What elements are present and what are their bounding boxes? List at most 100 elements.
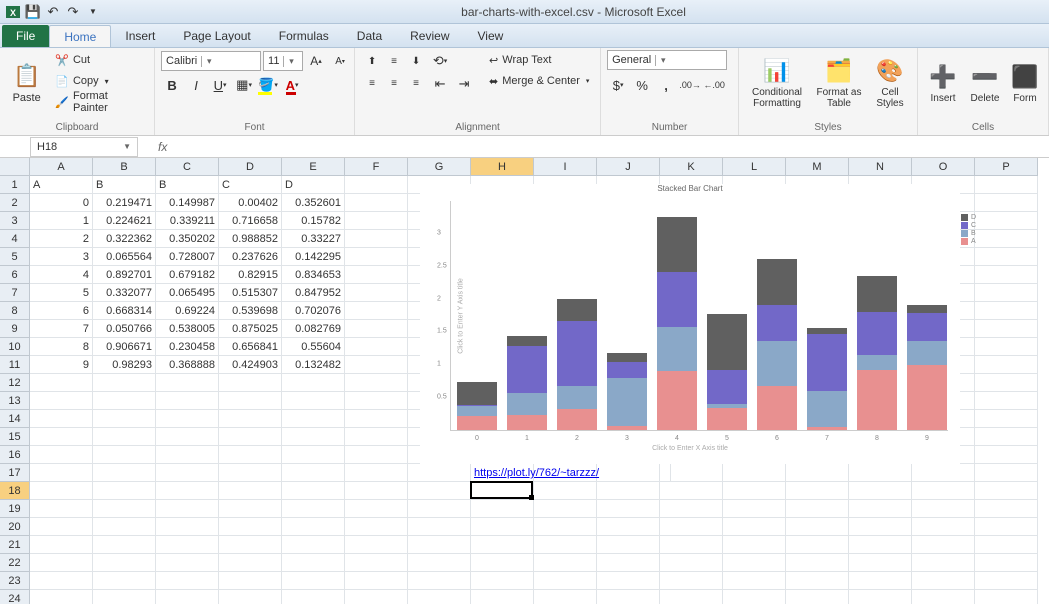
row-header[interactable]: 5 — [0, 248, 30, 266]
paste-button[interactable]: 📋 Paste — [6, 50, 47, 116]
column-header[interactable]: N — [849, 158, 912, 176]
column-header[interactable]: C — [156, 158, 219, 176]
chart-y-axis-label[interactable]: Click to Enter Y Axis title — [457, 278, 464, 354]
formula-input[interactable] — [173, 137, 1049, 157]
column-header[interactable]: M — [786, 158, 849, 176]
cell[interactable]: 0.00402 — [219, 194, 282, 212]
row-header[interactable]: 22 — [0, 554, 30, 572]
tab-formulas[interactable]: Formulas — [265, 25, 343, 47]
row-header[interactable]: 16 — [0, 446, 30, 464]
row-header[interactable]: 7 — [0, 284, 30, 302]
select-all-corner[interactable] — [0, 158, 30, 176]
column-header[interactable]: I — [534, 158, 597, 176]
chart-bar[interactable] — [707, 314, 747, 430]
format-painter-button[interactable]: 🖌️Format Painter — [51, 92, 148, 112]
column-header[interactable]: F — [345, 158, 408, 176]
border-button[interactable]: ▦▾ — [233, 74, 255, 96]
cell[interactable]: 2 — [30, 230, 93, 248]
cell[interactable]: 0.237626 — [219, 248, 282, 266]
cell[interactable]: https://plot.ly/762/~tarzzz/ — [471, 464, 671, 482]
cell[interactable]: 0.082769 — [282, 320, 345, 338]
row-header[interactable]: 19 — [0, 500, 30, 518]
cell[interactable]: 0.15782 — [282, 212, 345, 230]
column-header[interactable]: H — [471, 158, 534, 176]
row-header[interactable]: 4 — [0, 230, 30, 248]
cell[interactable]: 0.834653 — [282, 266, 345, 284]
fx-icon[interactable]: fx — [158, 140, 167, 154]
chart-x-axis-label[interactable]: Click to Enter X Axis title — [420, 445, 960, 452]
cell[interactable]: 9 — [30, 356, 93, 374]
grow-font-icon[interactable]: A▴ — [305, 50, 327, 72]
increase-indent-icon[interactable]: ⇥ — [453, 73, 475, 95]
cell[interactable]: 3 — [30, 248, 93, 266]
excel-app-icon[interactable]: X — [4, 3, 22, 21]
currency-icon[interactable]: $▾ — [607, 74, 629, 96]
decrease-indent-icon[interactable]: ⇤ — [429, 73, 451, 95]
cell[interactable]: 0.132482 — [282, 356, 345, 374]
cell[interactable]: 1 — [30, 212, 93, 230]
row-header[interactable]: 23 — [0, 572, 30, 590]
qat-dropdown-icon[interactable]: ▼ — [84, 3, 102, 21]
column-header[interactable]: B — [93, 158, 156, 176]
tab-insert[interactable]: Insert — [111, 25, 169, 47]
chart-bar[interactable] — [907, 305, 947, 430]
cell[interactable]: 4 — [30, 266, 93, 284]
chart-bar[interactable] — [557, 299, 597, 430]
cell[interactable]: 0.368888 — [156, 356, 219, 374]
row-header[interactable]: 10 — [0, 338, 30, 356]
cell[interactable]: 0.538005 — [156, 320, 219, 338]
cell[interactable]: 0.716658 — [219, 212, 282, 230]
align-left-icon[interactable]: ≡ — [361, 72, 383, 94]
cell[interactable]: 0.69224 — [156, 302, 219, 320]
cell[interactable]: 0.988852 — [219, 230, 282, 248]
column-header[interactable]: L — [723, 158, 786, 176]
cell[interactable]: 0.98293 — [93, 356, 156, 374]
shrink-font-icon[interactable]: A▾ — [329, 50, 351, 72]
italic-button[interactable]: I — [185, 74, 207, 96]
wrap-text-button[interactable]: ↩Wrap Text — [485, 50, 593, 70]
column-header[interactable]: O — [912, 158, 975, 176]
chart-legend[interactable]: DCBA — [961, 214, 976, 246]
cell[interactable]: 0.350202 — [156, 230, 219, 248]
legend-item[interactable]: B — [961, 230, 976, 237]
cut-button[interactable]: ✂️Cut — [51, 50, 148, 70]
row-header[interactable]: 14 — [0, 410, 30, 428]
cell[interactable]: 0.332077 — [93, 284, 156, 302]
row-header[interactable]: 18 — [0, 482, 30, 500]
decrease-decimal-icon[interactable]: ←.00 — [703, 74, 725, 96]
cell[interactable]: C — [219, 176, 282, 194]
row-header[interactable]: 1 — [0, 176, 30, 194]
cell[interactable]: 0.55604 — [282, 338, 345, 356]
underline-button[interactable]: U▾ — [209, 74, 231, 96]
embedded-chart[interactable]: Stacked Bar Chart Click to Enter Y Axis … — [420, 184, 960, 464]
cell[interactable]: 0.230458 — [156, 338, 219, 356]
merge-center-button[interactable]: ⬌Merge & Center▾ — [485, 71, 593, 91]
row-header[interactable]: 2 — [0, 194, 30, 212]
cell[interactable]: 5 — [30, 284, 93, 302]
column-header[interactable]: D — [219, 158, 282, 176]
row-header[interactable]: 24 — [0, 590, 30, 604]
cell[interactable]: 0.065564 — [93, 248, 156, 266]
row-header[interactable]: 3 — [0, 212, 30, 230]
row-header[interactable]: 20 — [0, 518, 30, 536]
cell[interactable]: 0 — [30, 194, 93, 212]
row-header[interactable]: 13 — [0, 392, 30, 410]
comma-icon[interactable]: , — [655, 74, 677, 96]
tab-file[interactable]: File — [2, 25, 49, 47]
cell[interactable]: 0.322362 — [93, 230, 156, 248]
increase-decimal-icon[interactable]: .00→ — [679, 74, 701, 96]
cell[interactable]: 0.847952 — [282, 284, 345, 302]
cell-styles-button[interactable]: 🎨Cell Styles — [869, 50, 911, 116]
tab-view[interactable]: View — [464, 25, 518, 47]
cell[interactable]: B — [93, 176, 156, 194]
column-header[interactable]: K — [660, 158, 723, 176]
save-icon[interactable]: 💾 — [24, 3, 42, 21]
chart-bar[interactable] — [807, 328, 847, 430]
cell[interactable]: 0.149987 — [156, 194, 219, 212]
cell[interactable]: 0.33227 — [282, 230, 345, 248]
cell[interactable]: 0.668314 — [93, 302, 156, 320]
row-header[interactable]: 15 — [0, 428, 30, 446]
tab-home[interactable]: Home — [49, 25, 111, 47]
row-header[interactable]: 6 — [0, 266, 30, 284]
cell[interactable]: B — [156, 176, 219, 194]
